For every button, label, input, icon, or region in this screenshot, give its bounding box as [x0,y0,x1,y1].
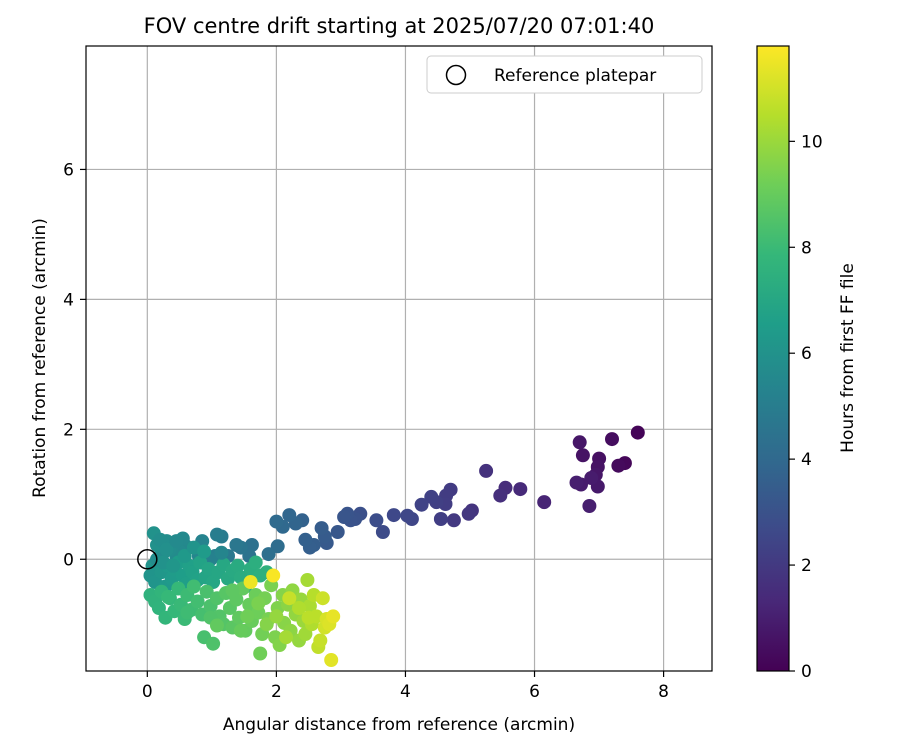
data-point [159,542,174,557]
x-tick-label: 8 [658,682,669,702]
data-point [214,545,229,560]
data-point [375,525,390,539]
colorbar-tick-label: 8 [801,238,812,258]
data-point [513,482,528,497]
data-point [572,435,587,450]
data-point [243,575,258,589]
data-point [461,506,476,521]
plot-frame [85,45,713,672]
data-point [300,573,315,587]
data-point [253,646,268,661]
data-point [233,623,248,638]
colorbar-tick-label: 2 [801,556,812,576]
data-point [302,599,317,613]
data-point [199,584,214,599]
colorbar-tick-label: 4 [801,450,812,470]
data-point [230,558,245,573]
data-point [369,513,384,528]
data-point [180,605,195,620]
data-point [611,458,626,473]
data-point [605,432,619,447]
x-tick-label: 2 [271,682,282,702]
data-point [240,609,255,624]
data-point [569,475,584,490]
data-point [261,547,276,562]
data-point [584,471,599,485]
data-point [337,510,352,524]
y-tick-label: 2 [63,420,74,440]
reference-marker-layer [137,549,158,570]
data-point [537,495,552,510]
axes: 0 2 4 6 8 0 2 4 6 [63,160,669,702]
x-axis-label: Angular distance from reference (arcmin) [223,715,575,735]
data-points [143,425,645,667]
data-point [161,589,175,604]
colorbar-tick-label: 0 [801,662,812,682]
data-point [279,630,294,645]
chart-title: FOV centre drift starting at 2025/07/20 … [144,14,655,38]
data-point [424,489,439,504]
data-point [433,512,448,526]
legend-entry-reference: Reference platepar [494,66,656,86]
y-axis-label: Rotation from reference (arcmin) [30,218,50,498]
data-point [251,596,266,611]
y-tick-label: 6 [63,160,74,180]
data-point [386,508,401,523]
data-point [269,514,284,529]
y-tick-label: 0 [63,550,74,570]
reference-platepar-marker [137,549,158,570]
colorbar-ticks: 0 2 4 6 8 10 [789,132,823,682]
legend-marker-icon [445,64,467,86]
x-tick-label: 0 [142,682,153,702]
data-point [400,508,415,523]
data-point [582,499,597,513]
data-point [197,544,212,559]
data-point [313,633,328,648]
colorbar [756,45,790,672]
data-point [575,448,590,463]
data-point [282,508,297,523]
data-point [186,579,201,594]
data-point [326,609,341,624]
data-point [259,617,274,632]
data-point [225,583,240,598]
colorbar-tick-label: 6 [801,344,812,364]
data-point [301,610,316,625]
data-point [166,558,181,573]
data-point [315,591,330,606]
data-point [479,463,494,478]
data-point [169,534,184,549]
x-tick-label: 4 [400,682,411,702]
data-point [210,527,224,542]
data-point [266,568,281,583]
data-point [206,636,221,651]
data-point [298,532,313,547]
data-point [248,555,263,570]
data-point [269,609,284,624]
data-point [229,538,244,552]
colorbar-tick-label: 10 [801,132,823,152]
legend-box [426,55,703,94]
data-point [324,653,339,667]
data-point [493,488,508,503]
data-point [210,618,224,633]
data-point [270,539,285,554]
legend: Reference platepar [426,55,703,94]
x-tick-label: 6 [529,682,540,702]
data-point [177,549,192,563]
data-point [314,521,329,536]
colorbar-label: Hours from first FF file [838,263,858,453]
data-point [282,591,297,606]
data-point [330,525,345,539]
data-point [244,538,259,552]
data-point [446,513,461,528]
data-point [630,425,645,440]
y-tick-label: 4 [63,290,74,310]
data-point [292,601,306,615]
data-point [190,594,205,609]
data-point [414,497,429,512]
